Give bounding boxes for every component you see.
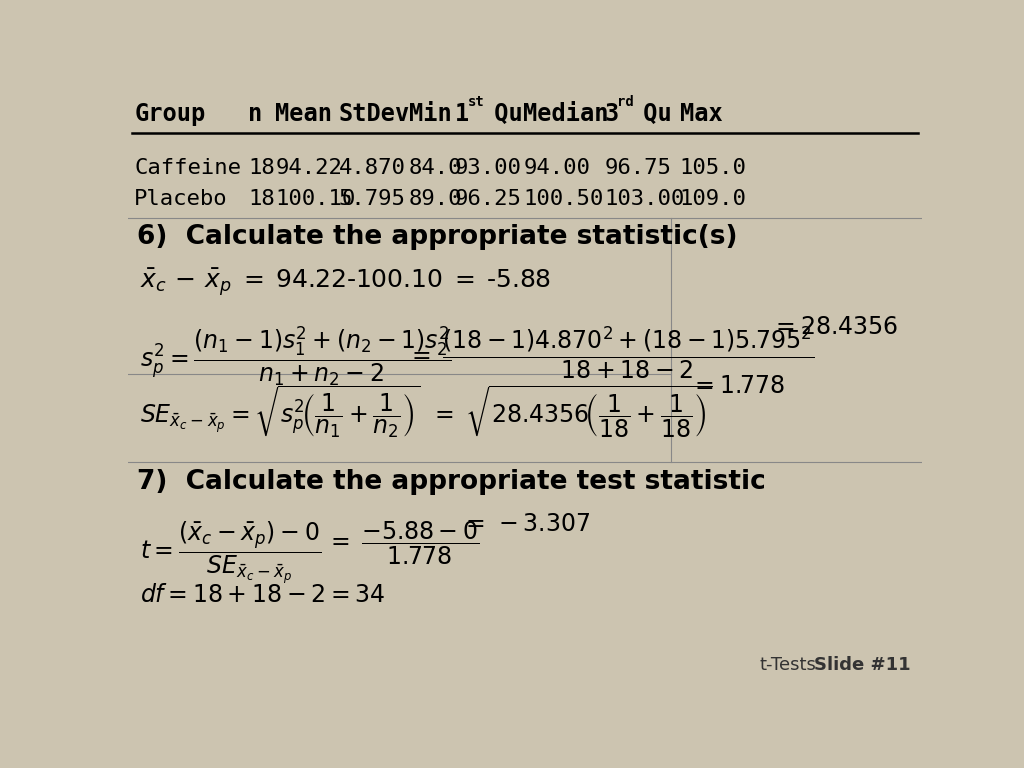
Text: 89.0: 89.0 [409,189,462,209]
Text: $SE_{\bar{x}_c-\bar{x}_p} = \sqrt{s_p^2\!\left(\dfrac{1}{n_1}+\dfrac{1}{n_2}\rig: $SE_{\bar{x}_c-\bar{x}_p} = \sqrt{s_p^2\… [139,383,420,440]
Text: $t=\dfrac{(\bar{x}_c-\bar{x}_p)-0}{SE_{\bar{x}_c-\bar{x}_p}}$: $t=\dfrac{(\bar{x}_c-\bar{x}_p)-0}{SE_{\… [139,519,321,586]
Text: 7)  Calculate the appropriate test statistic: 7) Calculate the appropriate test statis… [137,469,766,495]
Text: 93.00: 93.00 [455,158,522,178]
Text: 18: 18 [248,189,274,209]
Text: 6)  Calculate the appropriate statistic(s): 6) Calculate the appropriate statistic(s… [137,223,738,250]
Text: Qu: Qu [630,102,672,126]
Text: 5.795: 5.795 [339,189,406,209]
Text: 18: 18 [248,158,274,178]
Text: 100.50: 100.50 [523,189,603,209]
Text: Max: Max [680,102,723,126]
Text: StDev: StDev [339,102,410,126]
Text: $=1.778$: $=1.778$ [690,374,784,398]
Text: 1: 1 [455,102,469,126]
Text: Group: Group [134,102,206,126]
Text: n: n [248,102,262,126]
Text: $\bar{x}_c\,-\,\bar{x}_p\;=\;94.22\text{-}100.10\;=\;\text{-}5.88$: $\bar{x}_c\,-\,\bar{x}_p\;=\;94.22\text{… [139,266,551,298]
Text: Mean: Mean [275,102,332,126]
Text: $=\;\dfrac{(18-1)4.870^2+(18-1)5.795^2}{18+18-2}$: $=\;\dfrac{(18-1)4.870^2+(18-1)5.795^2}{… [407,324,814,380]
Text: 3: 3 [604,102,618,126]
Text: 105.0: 105.0 [680,158,746,178]
Text: Placebo: Placebo [134,189,227,209]
Text: $=\;\dfrac{-5.88-0}{1.778}$: $=\;\dfrac{-5.88-0}{1.778}$ [326,519,479,567]
Text: Caffeine: Caffeine [134,158,242,178]
Text: 4.870: 4.870 [339,158,406,178]
Text: Median: Median [523,102,608,126]
Text: $=\,-3.307$: $=\,-3.307$ [461,511,591,536]
Text: 94.00: 94.00 [523,158,590,178]
Text: t-Tests: t-Tests [760,657,816,674]
Text: 100.10: 100.10 [275,189,355,209]
Text: $s_p^2 = \dfrac{(n_1-1)s_1^2+(n_2-1)s_2^2}{n_1+n_2-2}$: $s_p^2 = \dfrac{(n_1-1)s_1^2+(n_2-1)s_2^… [139,324,451,388]
Text: Slide #11: Slide #11 [814,657,910,674]
Text: $=28.4356$: $=28.4356$ [771,315,898,339]
Text: 84.0: 84.0 [409,158,462,178]
Text: Qu: Qu [480,102,522,126]
Text: Min: Min [409,102,452,126]
Text: 96.25: 96.25 [455,189,522,209]
Text: 96.75: 96.75 [604,158,672,178]
Text: 109.0: 109.0 [680,189,746,209]
Text: rd: rd [617,95,634,109]
Text: $df=18+18-2=34$: $df=18+18-2=34$ [139,583,385,607]
Text: 103.00: 103.00 [604,189,685,209]
Text: st: st [467,95,484,109]
Text: 94.22: 94.22 [275,158,342,178]
Text: $=\;\sqrt{28.4356\!\left(\dfrac{1}{18}+\dfrac{1}{18}\right)}$: $=\;\sqrt{28.4356\!\left(\dfrac{1}{18}+\… [430,383,713,440]
